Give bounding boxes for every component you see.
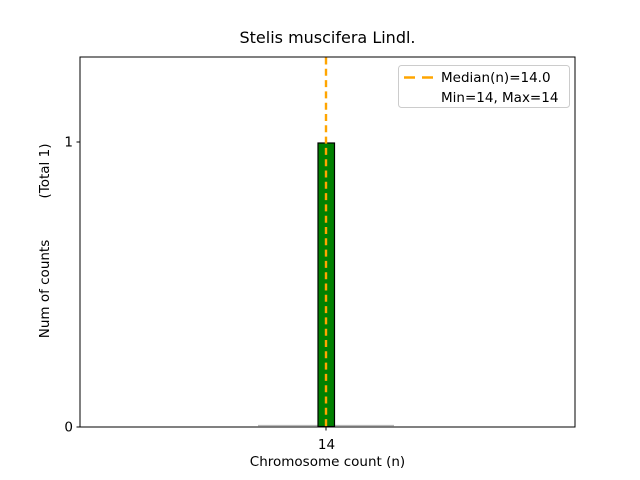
x-axis-label: Chromosome count (n)	[250, 454, 405, 470]
y-axis-label-total: (Total 1)	[37, 144, 53, 199]
y-tick-label-0: 0	[64, 420, 73, 436]
legend-box	[398, 65, 570, 108]
y-axis-label: Num of counts	[37, 240, 53, 339]
legend: Median(n)=14.0 Min=14, Max=14	[398, 65, 570, 108]
plot-title: Stelis muscifera Lindl.	[239, 28, 415, 47]
legend-entry-minmax: Min=14, Max=14	[441, 90, 558, 106]
x-tick-label-14: 14	[318, 437, 335, 453]
y-tick-label-1: 1	[64, 135, 73, 151]
legend-entry-median: Median(n)=14.0	[441, 70, 551, 86]
